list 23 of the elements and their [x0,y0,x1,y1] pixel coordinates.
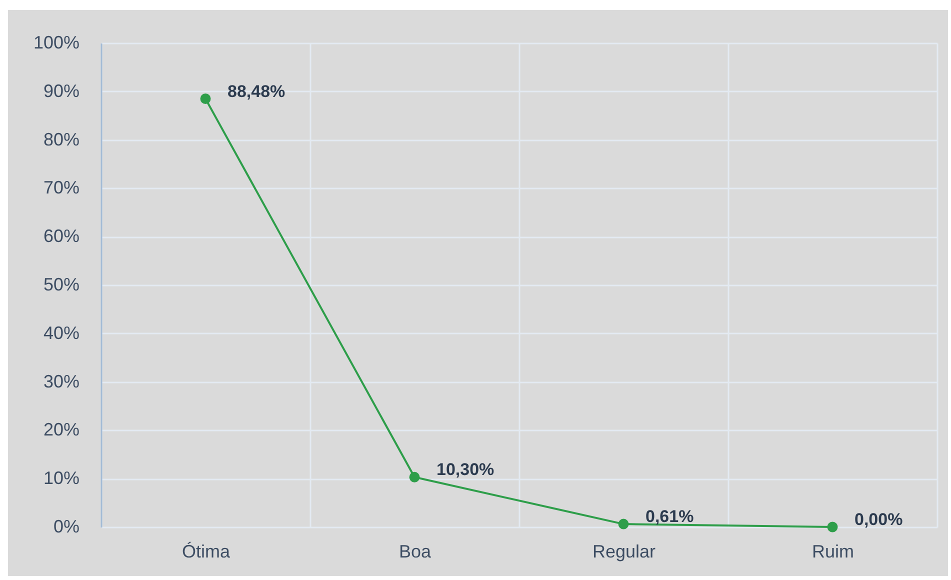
point [618,518,629,530]
data-label: 10,30% [436,460,494,480]
y-tick-label: 50% [43,274,80,294]
y-tick-label: 30% [43,371,80,392]
x-tick-label: Ruim [812,542,854,562]
y-tick-label: 10% [43,468,80,488]
x-tick-label: Ótima [182,542,231,562]
data-label: 0,61% [646,507,694,526]
y-tick-label: 70% [43,178,80,198]
data-label: 88,48% [228,82,286,101]
y-tick-label: 60% [43,226,80,246]
y-tick-label: 40% [43,322,80,343]
data-label: 0,00% [854,510,903,529]
y-tick-label: 100% [33,32,80,52]
x-tick-label: Boa [398,542,432,562]
y-tick-label: 0% [53,516,80,536]
point [827,522,838,532]
y-tick-label: 80% [43,129,80,150]
y-tick-label: 90% [43,80,80,101]
point [409,472,420,482]
point [200,94,211,104]
y-tick-label: 20% [43,420,80,440]
x-tick-label: Regular [592,542,656,562]
